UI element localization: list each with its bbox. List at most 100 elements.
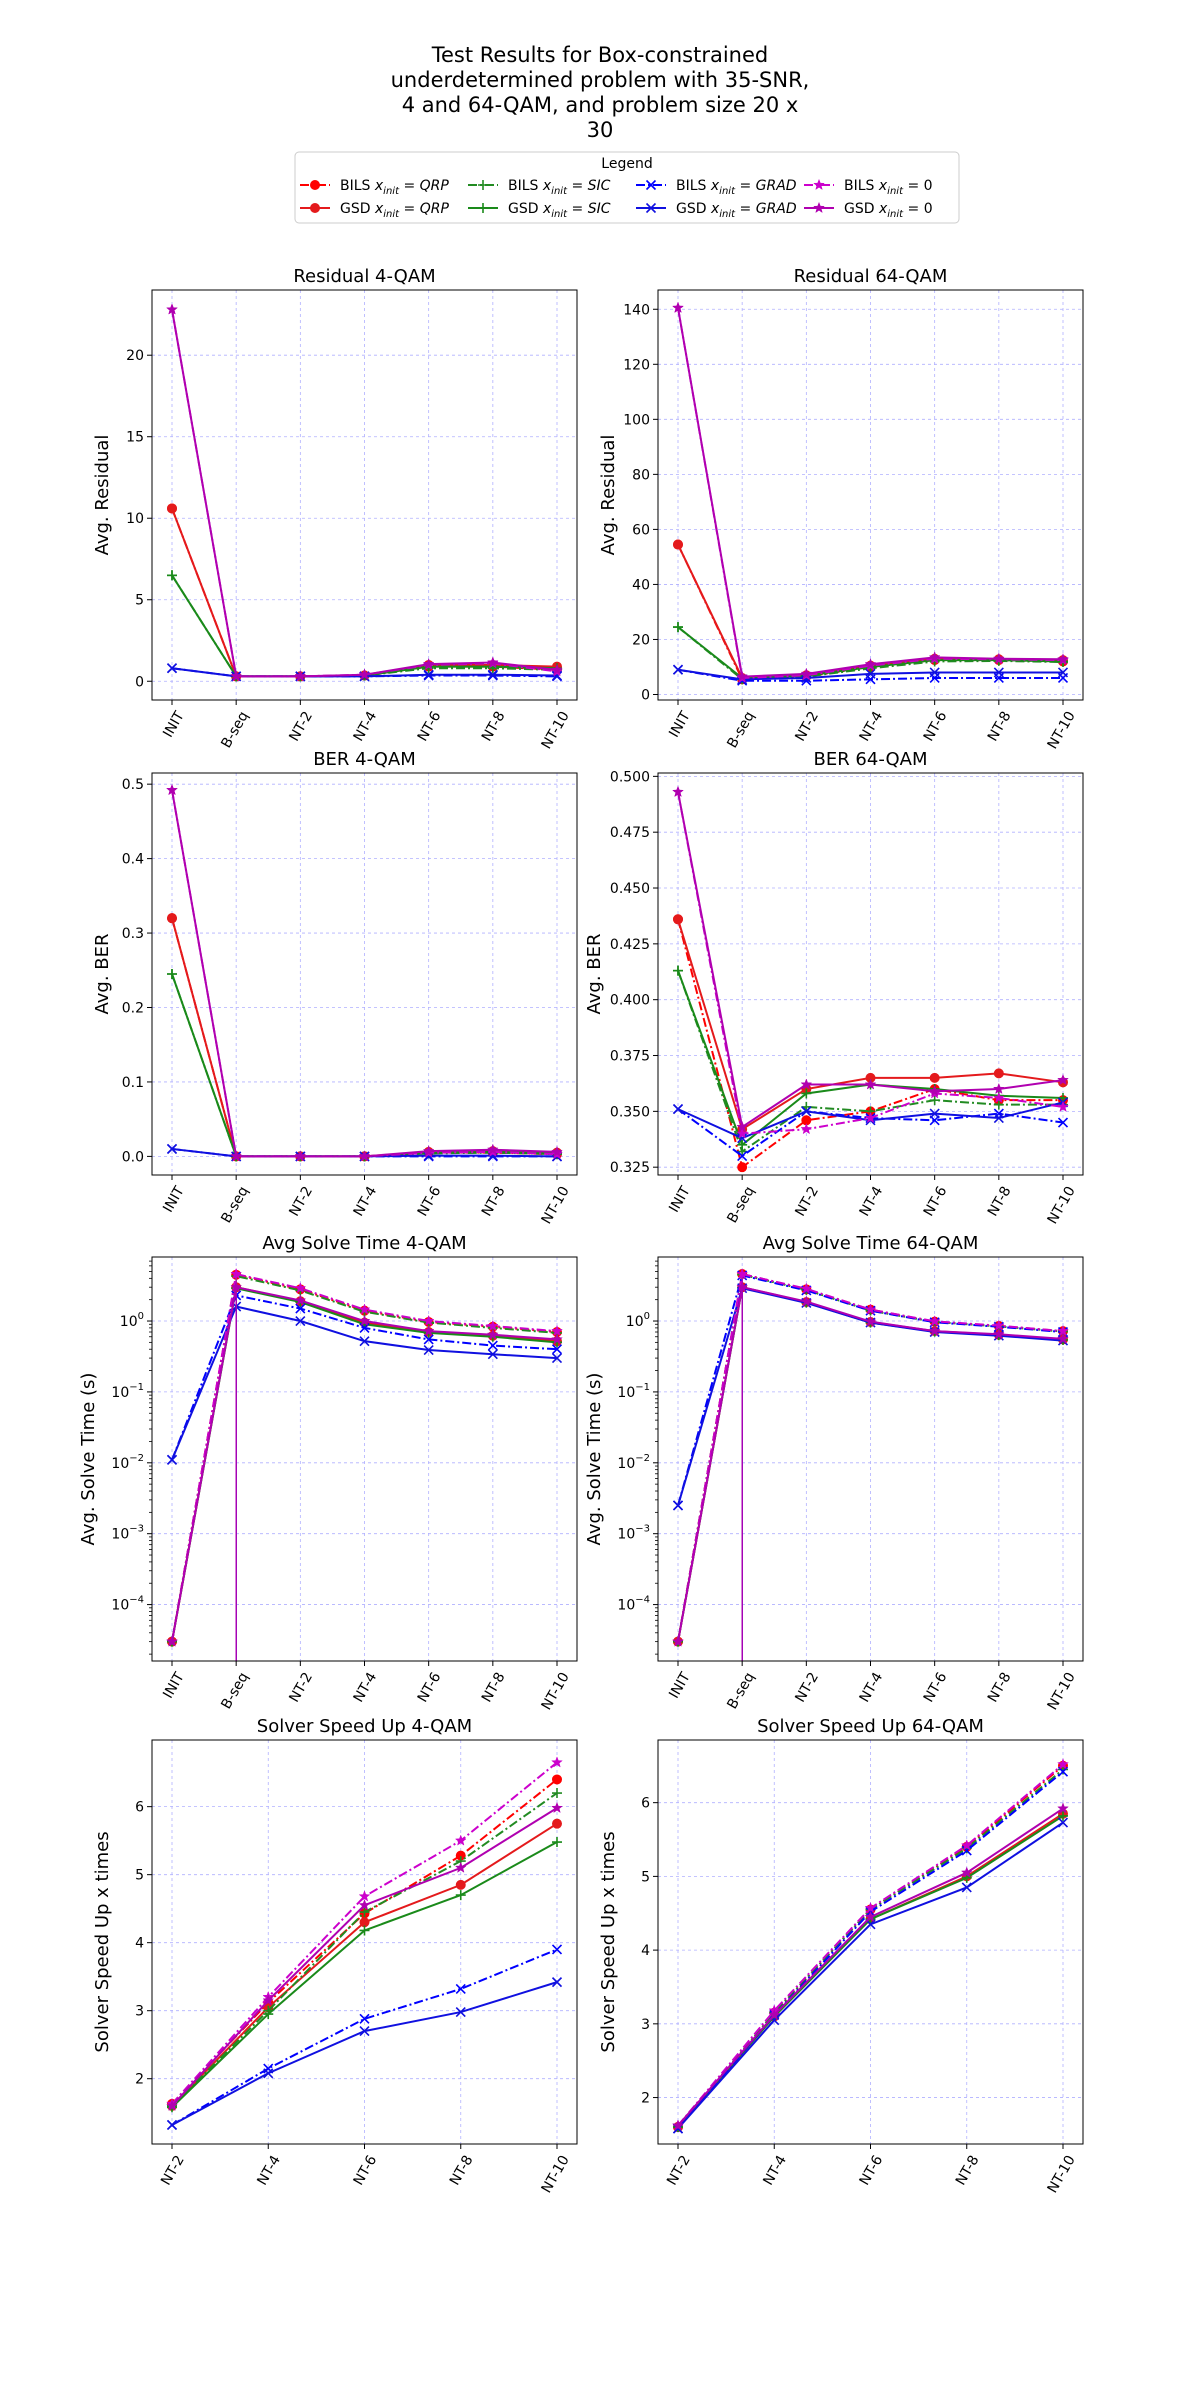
data-point-star — [422, 1314, 435, 1327]
legend-label-subscript: init — [551, 186, 568, 197]
data-point-star — [551, 1145, 563, 1157]
data-point-star — [358, 1303, 371, 1315]
legend-label-prefix: GSD — [844, 201, 879, 217]
data-point-star — [294, 1282, 307, 1294]
data-point-star — [960, 1839, 973, 1851]
data-point-star — [166, 783, 178, 796]
x-tick-label: NT-8 — [985, 709, 1015, 744]
data-point-x — [166, 2119, 178, 2131]
legend-label-subscript: init — [551, 209, 568, 220]
data-point-plus — [359, 1925, 370, 1936]
plot-title: Solver Speed Up 64-QAM — [757, 1716, 984, 1737]
grid — [658, 290, 1083, 700]
legend-label-subscript: init — [383, 209, 400, 220]
data-point-star — [1057, 1802, 1069, 1814]
data-point-star — [422, 1324, 435, 1337]
y-tick-label: 20 — [126, 348, 144, 364]
grid — [152, 290, 577, 700]
y-tick-label-exponent: 0 — [138, 1311, 144, 1322]
data-point-star — [230, 1267, 243, 1280]
legend-label-equals: = — [399, 178, 420, 194]
x-tick-label: B-seq — [724, 1184, 758, 1226]
x-tick-label: B-seq — [218, 1184, 252, 1226]
figure-title-line-4: 30 — [587, 118, 614, 142]
legend-label-rhs: QRP — [420, 201, 450, 217]
data-point-circle — [929, 1072, 940, 1083]
data-point-star — [294, 1150, 307, 1162]
x-tick-label: NT-2 — [286, 1670, 316, 1705]
x-tick-label: NT-8 — [479, 1670, 509, 1705]
legend-label-rhs: GRAD — [756, 178, 797, 194]
y-tick-label: 0.2 — [122, 1001, 144, 1017]
y-tick-label: 0.350 — [610, 1104, 650, 1120]
data-point-star — [672, 301, 684, 313]
x-tick-label: NT-4 — [857, 1184, 887, 1220]
y-tick-label: 0 — [135, 674, 144, 690]
data-point-x — [551, 1977, 563, 1988]
data-point-star — [736, 1120, 749, 1133]
data-point-plus — [993, 1099, 1004, 1110]
data-point-x — [865, 668, 876, 679]
x-tick-label: NT-8 — [479, 1184, 509, 1219]
legend-label-subscript: init — [887, 209, 904, 220]
legend-label-prefix: BILS — [508, 178, 543, 194]
data-point-x — [295, 1315, 306, 1327]
series-line — [171, 1948, 558, 2126]
y-axis-label: Solver Speed Up x times — [598, 1831, 619, 2052]
x-tick-label: NT-10 — [539, 1184, 573, 1227]
y-tick-label: 10−3 — [111, 1524, 144, 1543]
x-tick-label: NT-10 — [1045, 1670, 1079, 1713]
y-tick-label: 5 — [135, 1868, 144, 1884]
data-point-star — [1057, 1332, 1069, 1344]
data-point-star — [454, 1834, 467, 1846]
legend-label-symbol: x — [878, 201, 888, 217]
data-point-plus — [801, 1101, 812, 1112]
data-point-x — [672, 1104, 684, 1115]
x-tick-label: NT-4 — [857, 1670, 887, 1706]
y-tick-label-base: 10 — [120, 1314, 138, 1330]
plot-title: Avg Solve Time 4-QAM — [262, 1233, 466, 1254]
data-point-star — [230, 1150, 243, 1162]
y-tick-label: 20 — [632, 632, 650, 648]
data-point-star — [672, 1635, 684, 1647]
x-tick-label: NT-2 — [792, 709, 822, 744]
legend-label-equals: = — [735, 178, 756, 194]
legend-label-rhs: SIC — [588, 178, 611, 194]
x-tick-label: NT-6 — [857, 2153, 887, 2189]
y-tick-label: 3 — [641, 2017, 650, 2033]
y-axis-label: Avg. Residual — [92, 435, 113, 556]
data-point-plus — [673, 622, 683, 633]
data-point-x — [1057, 1817, 1069, 1828]
legend-entry-gsd-x-init-0: GSD xinit = 0 — [804, 201, 933, 220]
legend-label-subscript: init — [887, 186, 904, 197]
x-tick-label: B-seq — [724, 1670, 758, 1712]
x-tick-label: NT-6 — [921, 709, 951, 745]
figure-title-line-2: underdetermined problem with 35-SNR, — [391, 68, 810, 92]
legend-label-rhs: SIC — [588, 201, 611, 217]
data-point-star — [928, 1324, 941, 1337]
data-point-star — [992, 1091, 1005, 1103]
y-tick-label: 0.375 — [610, 1049, 650, 1065]
data-point-star — [230, 670, 243, 682]
data-point-star — [672, 785, 684, 798]
data-point-x — [929, 667, 940, 678]
y-tick-label: 10−2 — [617, 1453, 650, 1472]
data-point-circle — [737, 1162, 748, 1173]
data-point-star — [928, 1085, 941, 1097]
y-tick-label: 15 — [126, 430, 144, 446]
y-tick-label-exponent: −2 — [129, 1453, 144, 1464]
data-point-star — [864, 1315, 877, 1327]
y-tick-label: 40 — [632, 577, 650, 593]
legend-entry-bils-x-init-sic: BILS xinit = SIC — [468, 178, 611, 197]
legend-entry-gsd-x-init-sic: GSD xinit = SIC — [468, 201, 611, 220]
data-point-star — [422, 1144, 435, 1157]
x-tick-label: INIT — [160, 1669, 188, 1701]
y-tick-label: 4 — [135, 1936, 144, 1952]
data-point-star — [864, 1078, 877, 1090]
y-tick-label: 4 — [641, 1943, 650, 1959]
data-point-circle — [993, 1068, 1004, 1079]
data-point-circle — [552, 1774, 562, 1785]
y-tick-label: 3 — [135, 2004, 144, 2020]
data-point-star — [294, 1294, 307, 1306]
